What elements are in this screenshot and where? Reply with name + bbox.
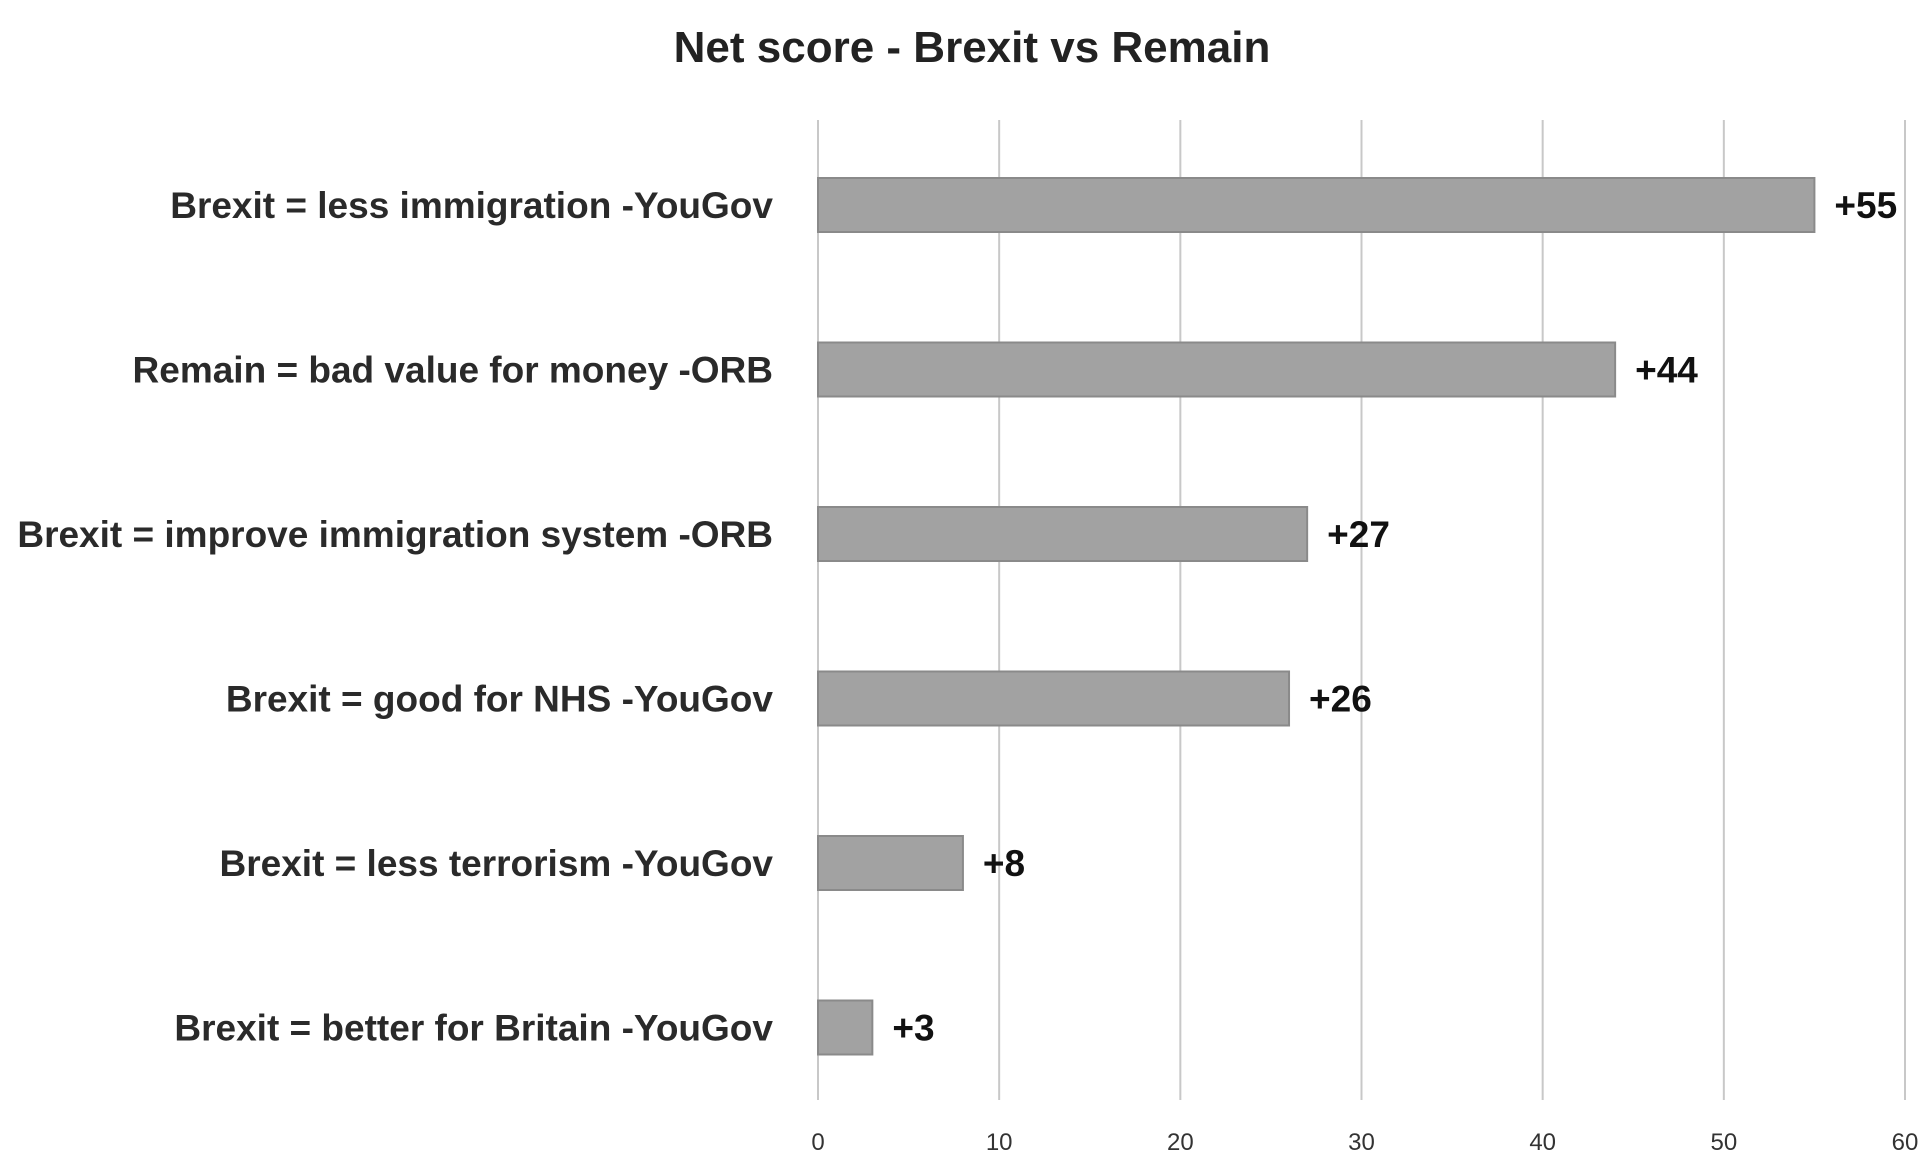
x-tick-label: 40: [1529, 1129, 1556, 1156]
category-label: Brexit = less immigration -YouGov: [170, 185, 773, 226]
data-label: +44: [1635, 350, 1698, 391]
category-labels: Brexit = less immigration -YouGov Remain …: [17, 185, 773, 1049]
bar: [817, 177, 1816, 233]
category-label: Remain = bad value for money -ORB: [133, 350, 773, 391]
data-label: +3: [892, 1008, 934, 1049]
bar: [817, 341, 1617, 398]
x-tick-label: 30: [1348, 1129, 1375, 1156]
category-label: Brexit = better for Britain -YouGov: [174, 1008, 773, 1049]
data-label: +27: [1327, 514, 1390, 555]
bar: [817, 506, 1309, 562]
x-tick-label: 50: [1710, 1129, 1737, 1156]
bar: [817, 999, 874, 1056]
bars: [817, 177, 1816, 1056]
x-tick-label: 0: [811, 1129, 824, 1156]
category-label: Brexit = less terrorism -YouGov: [220, 843, 774, 884]
x-tick-label: 60: [1892, 1129, 1919, 1156]
category-label: Brexit = improve immigration system -ORB: [17, 514, 773, 555]
bar: [817, 835, 964, 891]
data-label: +55: [1834, 185, 1897, 226]
x-axis-ticks: 0 10 20 30 40 50 60: [811, 1129, 1918, 1156]
chart-title: Net score - Brexit vs Remain: [674, 23, 1271, 72]
bar: [817, 670, 1291, 727]
data-label: +26: [1309, 679, 1372, 720]
category-label: Brexit = good for NHS -YouGov: [226, 679, 774, 720]
x-tick-label: 20: [1167, 1129, 1194, 1156]
gridlines: [817, 120, 1906, 1100]
data-labels: +55 +44 +27 +26 +8 +3: [892, 185, 1897, 1049]
data-label: +8: [983, 843, 1025, 884]
x-tick-label: 10: [986, 1129, 1013, 1156]
